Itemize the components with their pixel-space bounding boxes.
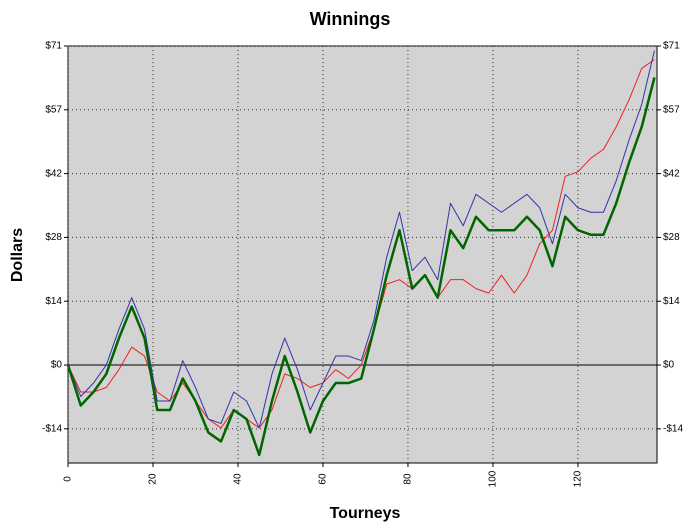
y-tick-label-right: -$14 <box>663 423 683 434</box>
y-tick-label: $42 <box>45 168 62 179</box>
x-axis-title: Tourneys <box>330 505 401 522</box>
x-tick-label: 0 <box>63 476 74 482</box>
y-tick-label-right: $0 <box>663 360 675 371</box>
y-tick-label: $71 <box>45 41 62 52</box>
y-tick-label-right: $42 <box>663 168 680 179</box>
series-line <box>67 59 655 429</box>
x-tick-label: 40 <box>233 473 244 485</box>
y-tick-label-right: $57 <box>663 104 680 115</box>
x-tick-label: 20 <box>148 473 159 485</box>
y-tick-label: $57 <box>45 104 62 115</box>
y-tick-label: $14 <box>45 296 62 307</box>
x-tick-label: 60 <box>318 473 329 485</box>
series-line <box>67 50 655 429</box>
y-tick-label: $0 <box>51 360 63 371</box>
chart-title: Winnings <box>310 9 391 29</box>
plot-area <box>67 45 658 464</box>
series-line <box>66 77 656 457</box>
y-tick-label: -$14 <box>42 423 62 434</box>
x-tick-label: 80 <box>403 473 414 485</box>
y-tick-label: $28 <box>45 232 62 243</box>
y-tick-label-right: $14 <box>663 296 680 307</box>
y-tick-label-right: $28 <box>663 232 680 243</box>
x-tick-label: 120 <box>573 470 584 487</box>
y-axis-title: Dollars <box>9 228 26 282</box>
y-tick-label-right: $71 <box>663 41 680 52</box>
x-tick-label: 100 <box>488 470 499 487</box>
